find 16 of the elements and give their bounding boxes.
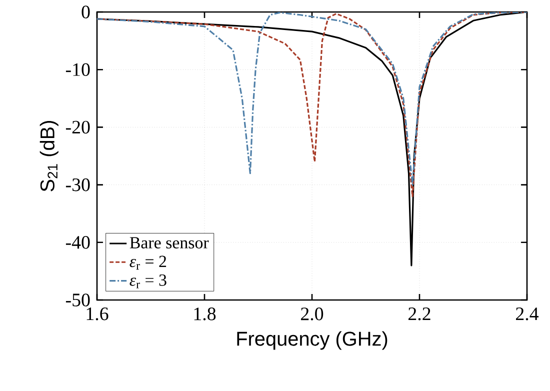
y-tick-label: -40 — [66, 236, 90, 249]
x-tick-label: 2.2 — [408, 308, 430, 320]
y-tick-label: 0 — [82, 6, 90, 18]
y-tick-label: -30 — [66, 178, 90, 192]
y-tick-label: -50 — [66, 294, 90, 306]
y-axis-title: S$_{21}$ (dB) — [40, 120, 58, 192]
x-tick-label: 1.6 — [86, 308, 108, 320]
y-tick-label: -20 — [66, 120, 90, 134]
legend-label: Bare sensor — [130, 237, 209, 248]
x-axis-title: Frequency (GHz) — [237, 331, 388, 350]
x-tick-label: 1.8 — [194, 308, 216, 320]
y-tick-label: -10 — [66, 63, 90, 76]
legend-label: ε$_{r}$ = 3 — [130, 274, 166, 288]
x-tick-label: 2.4 — [516, 308, 539, 320]
x-tick-label: 2.0 — [300, 308, 324, 320]
legend-label: ε$_{r}$ = 2 — [130, 256, 166, 270]
